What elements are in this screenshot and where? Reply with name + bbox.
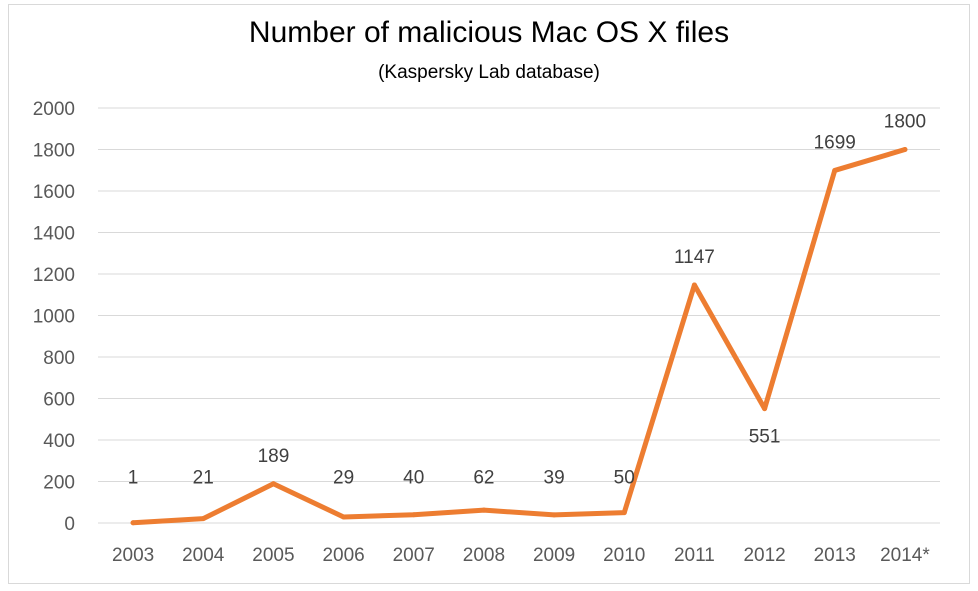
data-label: 50 <box>614 468 635 489</box>
data-point <box>341 514 347 520</box>
y-tick-label: 800 <box>43 348 75 369</box>
y-tick-label: 2000 <box>33 99 75 120</box>
chart-title: Number of malicious Mac OS X files <box>248 16 730 49</box>
data-point <box>621 510 627 516</box>
data-label: 551 <box>749 427 781 448</box>
data-label: 1800 <box>884 112 926 133</box>
data-label: 1 <box>128 468 139 489</box>
y-axis-ticks: 0 200 400 600 800 1000 1200 1400 1600 1800 2000 <box>33 99 75 535</box>
data-point <box>200 516 206 522</box>
x-tick-label: 2011 <box>674 545 715 566</box>
data-point <box>832 167 838 173</box>
data-point <box>130 520 136 526</box>
data-point <box>691 282 697 288</box>
x-tick-label: 2012 <box>743 545 785 566</box>
data-point <box>902 147 908 152</box>
data-point <box>270 481 276 487</box>
x-tick-label: 2006 <box>322 545 364 566</box>
x-tick-label: 2014* <box>880 545 930 566</box>
data-labels: 1 21 189 29 40 62 39 50 1147 551 1699 1800 <box>128 112 926 489</box>
gridlines <box>98 107 940 524</box>
data-point <box>762 406 768 412</box>
x-tick-label: 2007 <box>393 545 435 566</box>
data-point <box>551 512 557 518</box>
y-tick-label: 1600 <box>33 182 75 203</box>
data-point <box>411 512 417 518</box>
data-label: 29 <box>333 468 354 489</box>
y-tick-label: 600 <box>43 390 75 411</box>
y-tick-label: 1400 <box>33 224 75 245</box>
chart-frame <box>8 4 970 584</box>
data-label: 39 <box>544 468 565 489</box>
x-tick-label: 2010 <box>603 545 645 566</box>
data-label: 1147 <box>674 247 715 268</box>
y-tick-label: 400 <box>43 431 75 452</box>
y-tick-label: 1000 <box>33 307 75 328</box>
y-tick-label: 1200 <box>33 265 75 286</box>
y-tick-label: 1800 <box>33 141 75 162</box>
data-label: 189 <box>258 446 290 467</box>
x-tick-label: 2009 <box>533 545 575 566</box>
data-label: 40 <box>403 468 424 489</box>
series-line-group <box>130 147 908 526</box>
data-label: 1699 <box>814 132 856 153</box>
series-line <box>130 147 908 526</box>
data-label: 62 <box>473 468 494 489</box>
x-tick-label: 2013 <box>814 545 856 566</box>
y-tick-label: 200 <box>43 473 75 494</box>
y-tick-label: 0 <box>64 514 75 535</box>
chart-subtitle: (Kaspersky Lab database) <box>378 62 600 83</box>
x-tick-label: 2005 <box>252 545 294 566</box>
data-label: 21 <box>193 468 214 489</box>
data-point <box>481 507 487 513</box>
x-tick-label: 2008 <box>463 545 505 566</box>
x-tick-label: 2004 <box>182 545 225 566</box>
x-tick-label: 2003 <box>112 545 154 566</box>
x-axis-ticks: 2003 2004 2005 2006 2007 2008 2009 2010 2011 2012… <box>112 545 930 566</box>
